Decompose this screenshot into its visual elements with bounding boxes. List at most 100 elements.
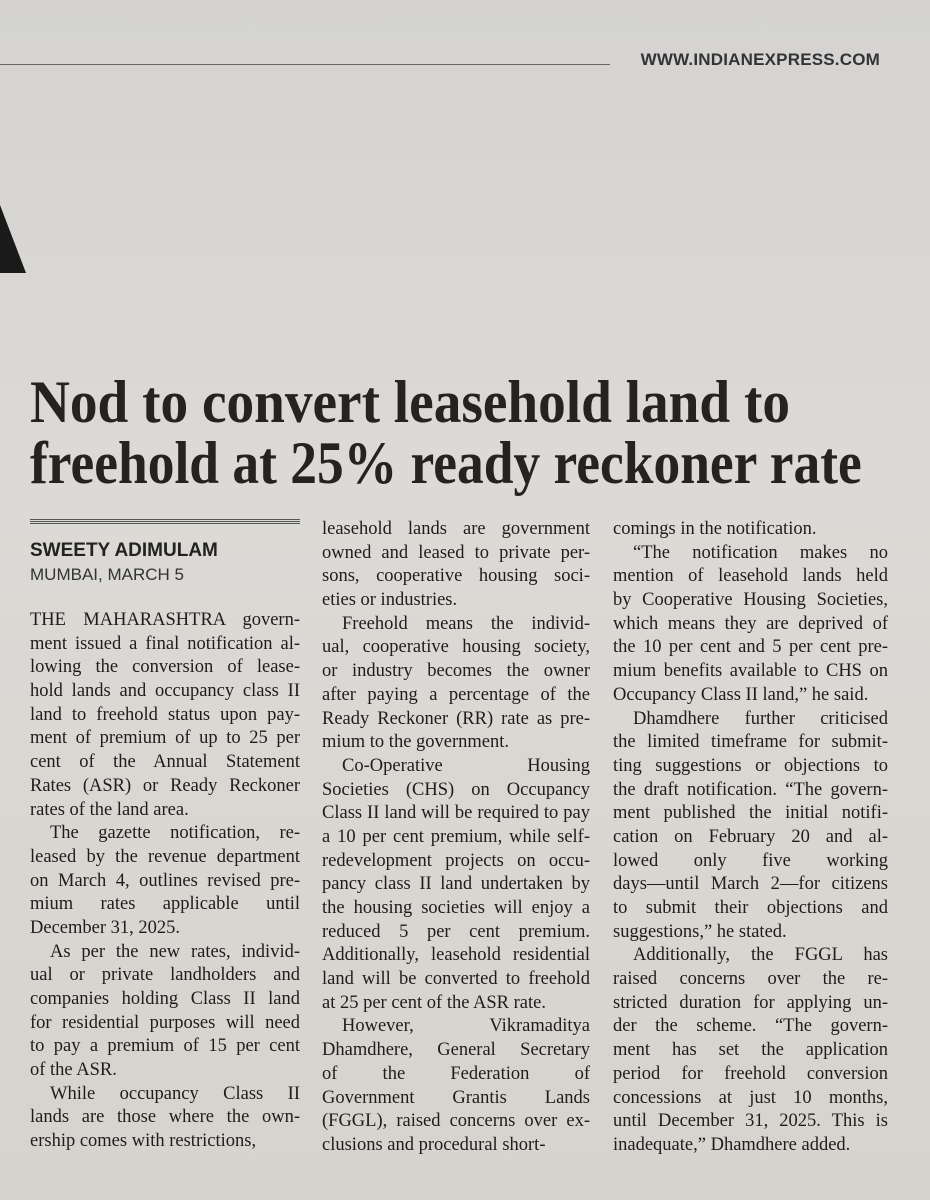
text-line: lowed only five working	[613, 850, 888, 874]
text: However, Vikramaditya	[342, 1016, 590, 1037]
text-line: period for freehold conversion	[613, 1063, 888, 1087]
text: ting suggestions or objections to	[613, 755, 888, 776]
text-line: by Cooperative Housing Societies,	[613, 589, 888, 613]
text-line: owned and leased to private per-	[322, 542, 590, 566]
text: or industry becomes the owner	[322, 661, 590, 682]
text: eties or industries.	[322, 590, 458, 611]
text: As per the new rates, individ-	[50, 941, 300, 962]
headline: freehold at 25% ready reckoner rate	[30, 430, 862, 496]
text-line: for residential purposes will need	[30, 1012, 300, 1036]
text-line: reduced 5 per cent premium.	[322, 921, 590, 945]
text: THE MAHARASHTRA govern-	[30, 610, 300, 630]
text-line: the limited timeframe for submit-	[613, 731, 888, 755]
text-line: the 10 per cent and 5 per cent pre-	[613, 636, 888, 660]
text: ment issued a final notification al-	[30, 633, 300, 654]
text-line: cent of the Annual Statement	[30, 751, 300, 775]
text: Ready Reckoner (RR) rate as pre-	[322, 708, 590, 729]
text: mium rates applicable until	[30, 894, 300, 915]
text-line: stricted duration for applying un-	[613, 992, 888, 1016]
text: ership comes with restrictions,	[30, 1131, 257, 1152]
text-line: THE MAHARASHTRA govern-	[30, 609, 300, 633]
text-line: redevelopment projects on occu-	[322, 850, 590, 874]
text: the limited timeframe for submit-	[613, 732, 888, 753]
text: “The notification makes no	[633, 542, 888, 563]
text: at 25 per cent of the ASR rate.	[322, 992, 546, 1013]
text: Rates (ASR) or Ready Reckoner	[30, 775, 300, 796]
text: to submit their objections and	[613, 898, 888, 918]
text: Co-Operative Housing	[342, 755, 590, 776]
text-line: lowing the conversion of lease-	[30, 656, 300, 680]
text: a 10 per cent premium, while self-	[322, 826, 590, 847]
text: for residential purposes will need	[30, 1012, 300, 1033]
text-line: However, Vikramaditya	[322, 1015, 590, 1039]
text: sons, cooperative housing soci-	[322, 566, 590, 587]
rule	[0, 64, 610, 65]
text: (FGGL), raised concerns over ex-	[322, 1111, 590, 1132]
text: owned and leased to private per-	[322, 542, 590, 563]
text: period for freehold conversion	[613, 1063, 888, 1084]
text: Societies (CHS) on Occupancy	[322, 779, 590, 800]
text-line: December 31, 2025.	[30, 917, 300, 941]
text: hold lands and occupancy class II	[30, 681, 300, 702]
text-line: ual or private landholders and	[30, 964, 300, 988]
text: suggestions,” he stated.	[613, 921, 787, 942]
text: of the Federation of	[322, 1063, 590, 1084]
text-line: clusions and procedural short-	[322, 1134, 590, 1158]
text: mention of leasehold lands held	[613, 566, 888, 587]
text: until December 31, 2025. This is	[613, 1111, 888, 1132]
text: rates of the land area.	[30, 799, 189, 820]
column: THE MAHARASHTRA govern-ment issued a fin…	[30, 609, 300, 1154]
headline: Nod to convert leasehold land to	[30, 369, 790, 435]
text: mium benefits available to CHS on	[613, 661, 888, 682]
column: leasehold lands are government owned and …	[322, 518, 590, 1158]
text: the 10 per cent and 5 per cent pre-	[613, 637, 888, 658]
text: der the scheme. “The govern-	[613, 1016, 888, 1037]
text: Additionally, the FGGL has	[633, 945, 888, 966]
text: Dhamdhere, General Secretary	[322, 1040, 590, 1061]
dateline: MUMBAI, MARCH 5	[30, 565, 184, 584]
column: comings in the notification. “The notific…	[613, 518, 888, 1158]
text-line: Dhamdhere further criticised	[613, 708, 888, 732]
text: leased by the revenue department	[30, 846, 300, 867]
text: after paying a percentage of the	[322, 684, 590, 705]
text-line: ment issued a final notification al-	[30, 633, 300, 657]
text-line: (FGGL), raised concerns over ex-	[322, 1110, 590, 1134]
text: which means they are deprived of	[613, 613, 888, 634]
text: Occupancy Class II land,” he said.	[613, 684, 869, 705]
text-line: pancy class II land undertaken by	[322, 873, 590, 897]
text-line: ment has set the application	[613, 1039, 888, 1063]
text: cent of the Annual Statement	[30, 752, 300, 773]
text: days—until March 2—for citizens	[613, 874, 888, 895]
text-line: The gazette notification, re-	[30, 822, 300, 846]
text-line: Additionally, the FGGL has	[613, 944, 888, 968]
text-line: of the ASR.	[30, 1059, 300, 1083]
text-line: hold lands and occupancy class II	[30, 680, 300, 704]
text-line: Ready Reckoner (RR) rate as pre-	[322, 708, 590, 732]
text: Government Grantis Lands	[322, 1087, 590, 1108]
text-line: ment of premium of up to 25 per	[30, 727, 300, 751]
text-line: on March 4, outlines revised pre-	[30, 870, 300, 894]
text-line: concessions at just 10 months,	[613, 1087, 888, 1111]
text: companies holding Class II land	[30, 989, 300, 1009]
text: ment has set the application	[613, 1040, 888, 1061]
text-line: mium to the government.	[322, 731, 590, 755]
text-line: leased by the revenue department	[30, 846, 300, 870]
text: Additionally, leasehold residential	[322, 945, 590, 966]
text: reduced 5 per cent premium.	[322, 921, 590, 942]
text: lowing the conversion of lease-	[30, 657, 300, 678]
text-line: land to freehold status upon pay-	[30, 704, 300, 728]
text: ual or private landholders and	[30, 965, 300, 986]
text-line: until December 31, 2025. This is	[613, 1110, 888, 1134]
text-line: mium benefits available to CHS on	[613, 660, 888, 684]
site-url: WWW.INDIANEXPRESS.COM	[640, 50, 880, 69]
author: SWEETY ADIMULAM	[30, 540, 218, 561]
text-line: suggestions,” he stated.	[613, 921, 888, 945]
text: ment published the initial notifi-	[613, 803, 888, 824]
text-line: lands are those where the own-	[30, 1106, 300, 1130]
text-line: companies holding Class II land	[30, 988, 300, 1012]
text: of the ASR.	[30, 1060, 117, 1081]
text: the draft notification. “The govern-	[613, 779, 888, 800]
text-line: rates of the land area.	[30, 799, 300, 823]
text-line: mention of leasehold lands held	[613, 565, 888, 589]
